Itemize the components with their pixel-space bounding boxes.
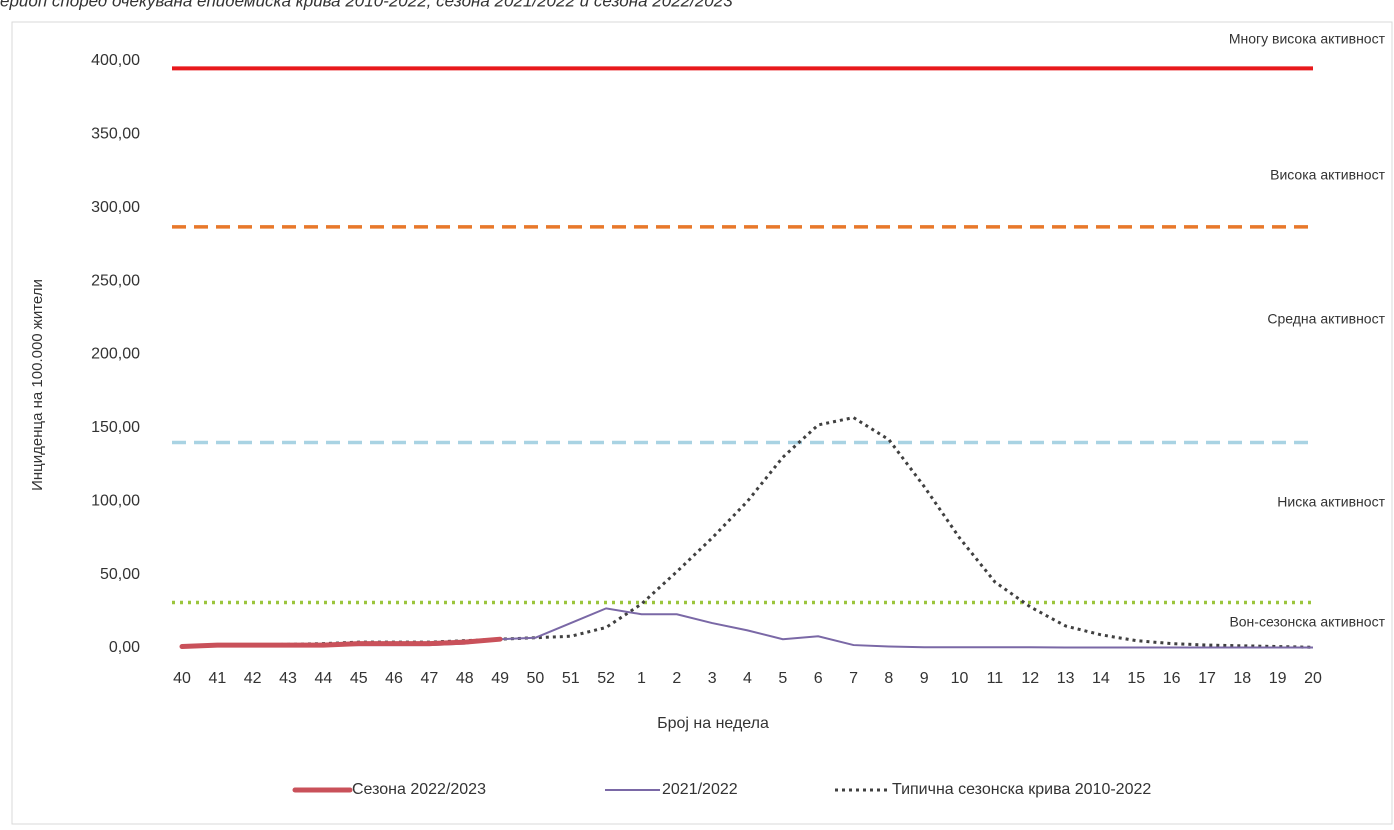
x-tick-label: 11 <box>987 670 1004 687</box>
x-tick-label: 49 <box>491 670 509 687</box>
x-tick-label: 5 <box>778 670 787 687</box>
x-tick-label: 41 <box>208 670 226 687</box>
x-tick-label: 7 <box>849 670 858 687</box>
x-tick-label: 10 <box>951 670 969 687</box>
x-tick-label: 44 <box>314 670 332 687</box>
x-tick-label: 45 <box>350 670 368 687</box>
activity-label: Многу висока активност <box>1229 31 1386 47</box>
x-tick-label: 48 <box>456 670 474 687</box>
x-tick-label: 51 <box>562 670 580 687</box>
activity-label: Средна активност <box>1267 311 1385 327</box>
y-tick-label: 150,00 <box>91 419 140 436</box>
y-tick-label: 250,00 <box>91 272 140 289</box>
y-axis-label: Инциденца на 100.000 жители <box>29 279 46 491</box>
y-tick-label: 350,00 <box>91 126 140 143</box>
x-tick-label: 19 <box>1269 670 1287 687</box>
x-tick-label: 1 <box>637 670 646 687</box>
x-tick-label: 14 <box>1092 670 1110 687</box>
y-tick-label: 100,00 <box>91 492 140 509</box>
y-tick-label: 0,00 <box>109 639 140 656</box>
y-tick-label: 200,00 <box>91 346 140 363</box>
y-tick-label: 50,00 <box>100 566 140 583</box>
x-tick-label: 46 <box>385 670 403 687</box>
activity-label: Ниска активност <box>1277 494 1385 510</box>
activity-label: Висока активност <box>1270 167 1385 183</box>
x-axis-label: Број на недела <box>657 715 769 732</box>
x-tick-label: 4 <box>743 670 752 687</box>
x-tick-label: 42 <box>244 670 262 687</box>
x-tick-label: 47 <box>421 670 439 687</box>
legend-label: Типична сезонска крива 2010-2022 <box>892 781 1151 798</box>
x-tick-label: 40 <box>173 670 191 687</box>
chart-title: ериоп според очекувана епидемиска крива … <box>0 0 733 10</box>
x-tick-label: 16 <box>1163 670 1181 687</box>
legend-label: 2021/2022 <box>662 781 738 798</box>
x-tick-label: 50 <box>527 670 545 687</box>
series-line <box>181 416 1314 649</box>
y-tick-label: 400,00 <box>91 52 140 69</box>
x-tick-label: 17 <box>1198 670 1216 687</box>
x-tick-label: 20 <box>1304 670 1322 687</box>
legend-label: Сезона 2022/2023 <box>352 781 486 798</box>
series-line <box>179 636 503 650</box>
x-tick-label: 6 <box>814 670 823 687</box>
chart-frame <box>11 21 1393 825</box>
x-tick-label: 8 <box>884 670 893 687</box>
x-tick-label: 9 <box>920 670 929 687</box>
x-tick-label: 43 <box>279 670 297 687</box>
activity-label: Вон-сезонска активност <box>1229 614 1385 630</box>
x-tick-label: 12 <box>1021 670 1039 687</box>
x-tick-label: 52 <box>597 670 615 687</box>
x-tick-label: 3 <box>708 670 717 687</box>
x-tick-label: 18 <box>1233 670 1251 687</box>
x-tick-label: 13 <box>1057 670 1075 687</box>
x-tick-label: 2 <box>672 670 681 687</box>
y-tick-label: 300,00 <box>91 199 140 216</box>
x-tick-label: 15 <box>1127 670 1145 687</box>
